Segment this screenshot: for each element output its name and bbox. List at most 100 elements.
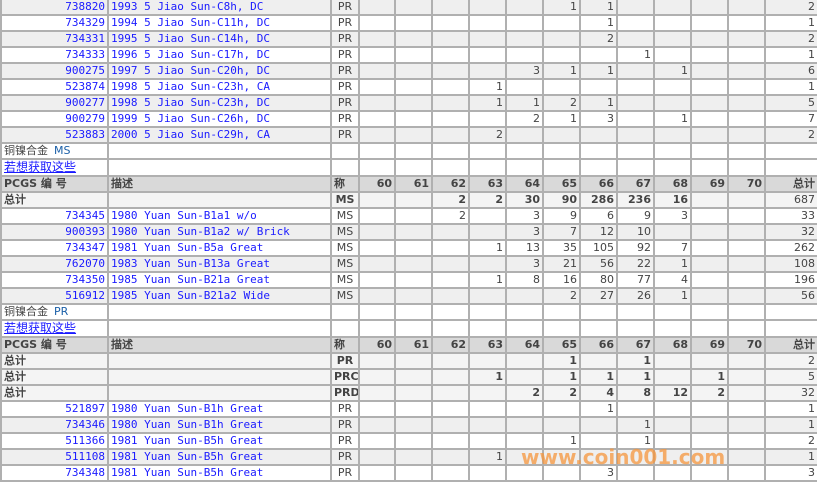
description-link[interactable]: 1999 5 Jiao Sun-C26h, DC — [107, 110, 332, 128]
pcgs-number-link[interactable]: 523883 — [0, 126, 109, 144]
description-link[interactable]: 1981 Yuan Sun-B5h Great — [107, 432, 332, 450]
header-grade-66: 66 — [579, 175, 618, 193]
grade-count-62 — [431, 110, 470, 128]
grade-count-62 — [431, 432, 470, 450]
description-link[interactable]: 1998 5 Jiao Sun-C23h, CA — [107, 78, 332, 96]
grade-type: PR — [330, 416, 360, 434]
pcgs-number-link[interactable]: 738820 — [0, 0, 109, 16]
grade-count-70 — [727, 239, 766, 257]
grade-count-67 — [616, 0, 655, 16]
pcgs-number-link[interactable]: 523874 — [0, 78, 109, 96]
empty-cell — [107, 319, 332, 338]
description-link[interactable]: 1993 5 Jiao Sun-C8h, DC — [107, 0, 332, 16]
grade-count-66 — [579, 416, 618, 434]
description-link[interactable]: 1996 5 Jiao Sun-C17h, DC — [107, 46, 332, 64]
grade-count-68: 7 — [653, 239, 692, 257]
header-description: 描述 — [107, 175, 332, 193]
total-count-62 — [431, 384, 470, 402]
grade-count-63 — [468, 287, 507, 305]
header-description: 描述 — [107, 336, 332, 354]
description-link[interactable]: 2000 5 Jiao Sun-C29h, CA — [107, 126, 332, 144]
empty-cell — [727, 158, 766, 177]
grade-count-67: 22 — [616, 255, 655, 273]
table-row: 900393 1980 Yuan Sun-B1a2 w/ Brick MS 3 7 12 1… — [0, 223, 817, 241]
empty-cell — [542, 303, 581, 321]
empty-cell — [394, 319, 433, 338]
total-count-60 — [358, 368, 396, 386]
pcgs-number-link[interactable]: 521897 — [0, 400, 109, 418]
row-total: 6 — [764, 62, 817, 80]
total-count-60 — [358, 352, 396, 370]
total-count-69: 2 — [690, 384, 729, 402]
header-grade-62: 62 — [431, 336, 470, 354]
pcgs-number-link[interactable]: 734329 — [0, 14, 109, 32]
description-link[interactable]: 1985 Yuan Sun-B21a Great — [107, 271, 332, 289]
description-link[interactable]: 1998 5 Jiao Sun-C23h, DC — [107, 94, 332, 112]
pcgs-number-link[interactable]: 734333 — [0, 46, 109, 64]
pcgs-number-link[interactable]: 900275 — [0, 62, 109, 80]
grade-count-60 — [358, 94, 396, 112]
section-row: 若想获取这些 — [0, 158, 817, 177]
pcgs-number-link[interactable]: 734345 — [0, 207, 109, 225]
grand-total: 687 — [764, 191, 817, 209]
description-link[interactable]: 1985 Yuan Sun-B21a2 Wide — [107, 287, 332, 305]
pcgs-number-link[interactable]: 734348 — [0, 464, 109, 482]
pcgs-number-link[interactable]: 734350 — [0, 271, 109, 289]
description-link[interactable]: 1981 Yuan Sun-B5a Great — [107, 239, 332, 257]
empty-cell — [542, 158, 581, 177]
pcgs-number-link[interactable]: 762070 — [0, 255, 109, 273]
grade-count-66 — [579, 46, 618, 64]
grade-count-67 — [616, 464, 655, 482]
grade-type: PR — [330, 352, 360, 370]
grade-count-60 — [358, 287, 396, 305]
description-link[interactable]: 1980 Yuan Sun-B1h Great — [107, 400, 332, 418]
grade-count-68 — [653, 94, 692, 112]
description-link[interactable]: 1997 5 Jiao Sun-C20h, DC — [107, 62, 332, 80]
row-total: 7 — [764, 110, 817, 128]
grade-count-66: 1 — [579, 400, 618, 418]
grade-count-70 — [727, 271, 766, 289]
grade-count-64 — [505, 14, 544, 32]
grade-count-62 — [431, 30, 470, 48]
description-link[interactable]: 1983 Yuan Sun-B13a Great — [107, 255, 332, 273]
grade-count-66 — [579, 432, 618, 450]
empty-cell — [653, 142, 692, 160]
grade-count-68 — [653, 448, 692, 466]
get-these-link[interactable]: 若想获取这些 — [4, 160, 77, 174]
table-header: PCGS 编 号描述称 60 61 62 63 64 65 66 67 68 69 70 总计 — [0, 336, 817, 354]
pcgs-number-link[interactable]: 900277 — [0, 94, 109, 112]
description-link[interactable]: 1980 Yuan Sun-B1a2 w/ Brick — [107, 223, 332, 241]
grade-count-66: 1 — [579, 14, 618, 32]
pcgs-number-link[interactable]: 511366 — [0, 432, 109, 450]
grade-count-66: 2 — [579, 30, 618, 48]
total-count-66: 1 — [579, 368, 618, 386]
pcgs-number-link[interactable]: 511108 — [0, 448, 109, 466]
description-link[interactable]: 1981 Yuan Sun-B5h Great — [107, 464, 332, 482]
description-link[interactable]: 1981 Yuan Sun-B5h Great — [107, 448, 332, 466]
grade-count-64: 1 — [505, 94, 544, 112]
grade-type: MS — [330, 287, 360, 305]
grade-count-64 — [505, 287, 544, 305]
header-grade-64: 64 — [505, 336, 544, 354]
grade-count-63 — [468, 207, 507, 225]
grade-count-62 — [431, 78, 470, 96]
grade-count-62 — [431, 239, 470, 257]
description-link[interactable]: 1995 5 Jiao Sun-C14h, DC — [107, 30, 332, 48]
total-count-62: 2 — [431, 191, 470, 209]
grade-count-62 — [431, 94, 470, 112]
description-link[interactable]: 1994 5 Jiao Sun-C11h, DC — [107, 14, 332, 32]
total-count-69 — [690, 352, 729, 370]
grade-count-61 — [394, 448, 433, 466]
description-link[interactable]: 1980 Yuan Sun-B1h Great — [107, 416, 332, 434]
pcgs-number-link[interactable]: 900279 — [0, 110, 109, 128]
total-count-61 — [394, 384, 433, 402]
grade-count-66: 56 — [579, 255, 618, 273]
pcgs-number-link[interactable]: 734347 — [0, 239, 109, 257]
pcgs-number-link[interactable]: 734331 — [0, 30, 109, 48]
pcgs-number-link[interactable]: 516912 — [0, 287, 109, 305]
table-row: 734348 1981 Yuan Sun-B5h Great PR 3 3 — [0, 464, 817, 482]
pcgs-number-link[interactable]: 900393 — [0, 223, 109, 241]
description-link[interactable]: 1980 Yuan Sun-B1a1 w/o — [107, 207, 332, 225]
pcgs-number-link[interactable]: 734346 — [0, 416, 109, 434]
get-these-link[interactable]: 若想获取这些 — [4, 321, 77, 335]
